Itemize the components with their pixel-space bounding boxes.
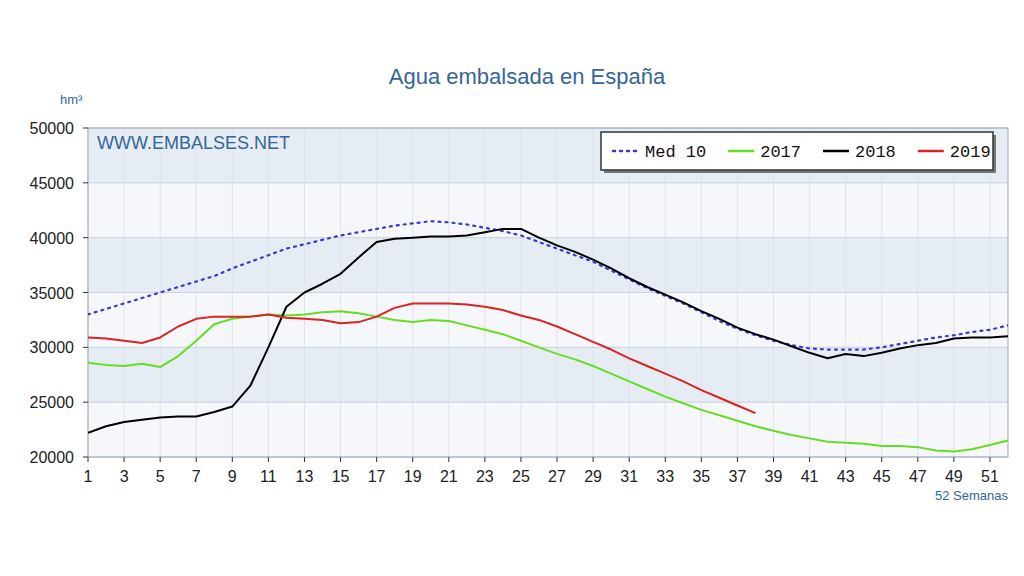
legend-swatch [728,150,754,153]
y-tick-label: 20000 [30,449,75,466]
legend-label: 2017 [760,143,801,162]
x-tick [593,457,594,462]
x-tick-label: 15 [332,468,350,485]
legend-box [601,132,993,170]
grid-band [88,128,1008,183]
y-tick [83,457,88,458]
y-axis-label: hm³ [60,92,83,107]
series-group [88,221,1008,451]
x-tick [268,457,269,462]
y-tick [83,182,88,183]
grid-line-y [88,237,1008,238]
x-tick-label: 49 [945,468,963,485]
x-tick-label: 5 [156,468,165,485]
x-tick-label: 43 [837,468,855,485]
y-tick-label: 25000 [30,394,75,411]
x-tick [629,457,630,462]
x-tick-label: 9 [228,468,237,485]
background [0,0,1024,576]
x-tick [953,457,954,462]
x-tick-label: 29 [584,468,602,485]
x-tick [196,457,197,462]
x-tick-label: 45 [873,468,891,485]
watermark: WWW.EMBALSES.NET [97,133,290,153]
y-tick [83,292,88,293]
legend-label: Med 10 [645,143,706,162]
x-tick-label: 19 [404,468,422,485]
x-tick [484,457,485,462]
x-tick [809,457,810,462]
x-tick [665,457,666,462]
x-tick [412,457,413,462]
x-axis-label: 52 Semanas [935,488,1008,503]
x-tick-label: 17 [368,468,386,485]
grid-line-y [88,292,1008,293]
plot-background [88,128,1008,457]
x-tick-label: 47 [909,468,927,485]
x-tick [160,457,161,462]
x-tick-label: 33 [656,468,674,485]
x-tick [701,457,702,462]
x-tick-label: 51 [981,468,999,485]
grid-line-y [88,402,1008,403]
series-line [88,303,755,413]
x-tick [989,457,990,462]
x-tick-label: 25 [512,468,530,485]
x-tick [124,457,125,462]
y-tick-label: 45000 [30,175,75,192]
grid-band [88,402,1008,457]
grid-line-y [88,182,1008,183]
x-tick [845,457,846,462]
y-tick-label: 35000 [30,285,75,302]
x-tick [881,457,882,462]
x-tick [557,457,558,462]
legend-label: 2019 [950,143,991,162]
legend-swatch [918,150,944,153]
series-line [88,311,1008,451]
x-tick-label: 37 [729,468,747,485]
x-tick-label: 11 [260,468,277,485]
x-tick [773,457,774,462]
x-tick-label: 35 [692,468,710,485]
x-tick-label: 7 [192,468,201,485]
y-tick [83,237,88,238]
x-tick [737,457,738,462]
legend-swatch [613,150,639,153]
plot-frame [88,128,1008,457]
x-tick [448,457,449,462]
legend-swatch [823,150,849,153]
x-tick-label: 13 [296,468,314,485]
x-tick-label: 31 [620,468,638,485]
x-tick-label: 41 [801,468,819,485]
x-tick-label: 23 [476,468,494,485]
x-tick [88,457,89,462]
y-tick [83,347,88,348]
series-line [88,229,1008,433]
x-tick-label: 3 [120,468,129,485]
x-tick [340,457,341,462]
x-tick [917,457,918,462]
title: Agua embalsada en España [389,64,666,89]
grid-band [88,183,1008,238]
x-tick [304,457,305,462]
y-tick-label: 40000 [30,230,75,247]
x-tick-label: 1 [84,468,93,485]
y-tick-label: 30000 [30,339,75,356]
chart: 2000025000300003500040000450005000013579… [0,0,1024,576]
y-tick-label: 50000 [30,120,75,137]
x-tick [232,457,233,462]
y-tick [83,402,88,403]
legend-label: 2018 [855,143,896,162]
x-tick-label: 27 [548,468,566,485]
x-tick-label: 39 [765,468,783,485]
y-tick [83,128,88,129]
x-tick [376,457,377,462]
x-tick [520,457,521,462]
x-tick-label: 21 [440,468,458,485]
